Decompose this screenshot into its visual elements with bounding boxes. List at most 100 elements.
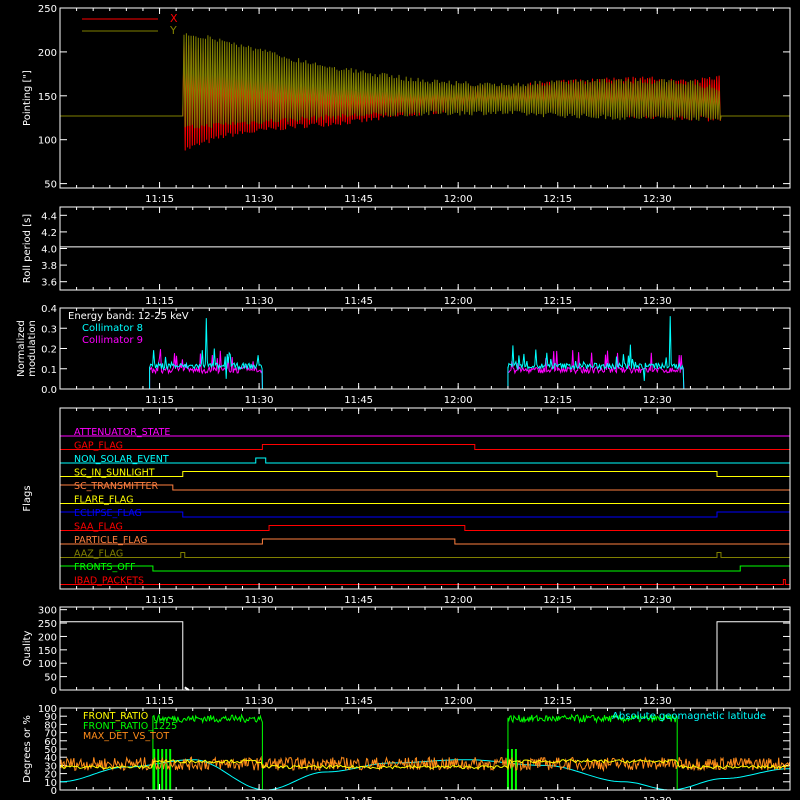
x-tick-label: 11:45: [344, 194, 373, 205]
flag-line-particle-flag: [60, 538, 790, 545]
x-tick-label: 12:15: [543, 796, 572, 800]
flag-line-saa-flag: [60, 525, 790, 531]
x-tick-label: 12:30: [643, 395, 672, 406]
x-tick-label: 12:00: [444, 296, 473, 307]
y-tick-label: 80: [44, 720, 57, 731]
flag-line-ibad-packets: [60, 579, 790, 585]
y-tick-label: 150: [38, 92, 57, 103]
legend-label: Collimator 9: [82, 335, 143, 346]
y-tick-label: 0.0: [41, 385, 57, 396]
x-tick-label: 12:15: [543, 296, 572, 307]
modulation-series-9: [60, 349, 790, 390]
y-tick-label: 100: [38, 659, 57, 670]
y-tick-label: 30: [44, 761, 57, 772]
flag-line-sc-transmitter: [60, 484, 790, 491]
x-tick-label: 12:30: [643, 696, 672, 707]
y-tick-label: 20: [44, 770, 57, 781]
x-tick-label: 11:15: [145, 796, 174, 800]
y-tick-label: 300: [38, 606, 57, 617]
legend-label: FRONT_RATIO: [83, 711, 148, 722]
x-tick-label: 11:45: [344, 595, 373, 606]
flag-label: AAZ_FLAG: [74, 549, 123, 560]
flag-label: IBAD_PACKETS: [74, 576, 144, 587]
flag-line-gap-flag: [60, 444, 790, 450]
legend-label: Absolute geomagnetic latitude: [612, 711, 766, 722]
flag-label: GAP_FLAG: [74, 441, 123, 452]
flag-label: SC_TRANSMITTER: [74, 481, 159, 492]
x-tick-label: 11:45: [344, 395, 373, 406]
y-tick-label: 60: [44, 737, 57, 748]
flag-label: ATTENUATOR_STATE: [74, 427, 170, 438]
y-tick-label: 0: [51, 686, 57, 697]
legend-label: MAX_DET_VS_TOT: [83, 731, 169, 742]
legend-label: X: [170, 12, 178, 25]
y-axis-label: Flags: [22, 485, 33, 511]
x-tick-label: 11:30: [245, 395, 274, 406]
y-axis-label: Quality: [22, 631, 33, 667]
y-tick-label: 70: [44, 729, 57, 740]
y-axis-label: Pointing ["]: [22, 70, 33, 126]
x-tick-label: 11:45: [344, 696, 373, 707]
y-tick-label: 0.4: [41, 304, 57, 315]
x-tick-label: 11:30: [245, 595, 274, 606]
flag-line-fronts-off: [60, 565, 790, 572]
y-tick-label: 200: [38, 632, 57, 643]
x-tick-label: 11:30: [245, 296, 274, 307]
x-tick-label: 11:15: [145, 395, 174, 406]
x-tick-label: 12:00: [444, 696, 473, 707]
flag-label: FRONTS_OFF: [74, 562, 136, 573]
y-tick-label: 50: [44, 180, 57, 191]
y-tick-label: 90: [44, 712, 57, 723]
y-tick-label: 200: [38, 48, 57, 59]
x-tick-label: 11:15: [145, 194, 174, 205]
y-tick-label: 10: [44, 778, 57, 789]
y-axis-label: Degrees or %: [22, 715, 33, 783]
x-tick-label: 12:15: [543, 696, 572, 707]
x-tick-label: 12:30: [643, 796, 672, 800]
y-tick-label: 0.2: [41, 345, 57, 356]
x-tick-label: 11:30: [245, 194, 274, 205]
quality-line: [60, 621, 790, 691]
y-tick-label: 3.8: [41, 261, 57, 272]
y-tick-label: 150: [38, 646, 57, 657]
x-tick-label: 11:45: [344, 796, 373, 800]
flag-label: SAA_FLAG: [74, 522, 123, 533]
x-tick-label: 12:30: [643, 595, 672, 606]
flag-line-aaz-flag: [60, 552, 790, 558]
x-tick-label: 11:15: [145, 296, 174, 307]
x-tick-label: 12:00: [444, 395, 473, 406]
flag-line-non-solar-event: [60, 457, 790, 464]
y-tick-label: 4.4: [41, 211, 57, 222]
x-tick-label: 11:30: [245, 696, 274, 707]
y-tick-label: 100: [38, 136, 57, 147]
x-tick-label: 12:15: [543, 194, 572, 205]
energy-band-annotation: Energy band: 12-25 keV: [68, 311, 189, 322]
legend-label: Y: [169, 24, 177, 37]
y-tick-label: 0: [51, 786, 57, 797]
flag-label: SC_IN_SUNLIGHT: [74, 468, 155, 479]
y-tick-label: 0.1: [41, 365, 57, 376]
y-tick-label: 4.2: [41, 228, 57, 239]
y-tick-label: 4.0: [41, 245, 57, 256]
modulation-series-8: [60, 316, 790, 390]
flag-line-sc-in-sunlight: [60, 471, 790, 477]
x-tick-label: 12:00: [444, 595, 473, 606]
series-line-y: [60, 33, 790, 129]
panel-frame-4: [59, 606, 791, 691]
y-tick-label: 250: [38, 619, 57, 630]
y-tick-label: 40: [44, 753, 57, 764]
y-tick-label: 50: [44, 745, 57, 756]
y-tick-label: 50: [44, 673, 57, 684]
x-tick-label: 11:15: [145, 696, 174, 707]
y-axis-label: Roll period [s]: [22, 214, 33, 283]
y-tick-label: 3.6: [41, 278, 57, 289]
y-tick-label: 0.3: [41, 324, 57, 335]
x-tick-label: 11:15: [145, 595, 174, 606]
x-tick-label: 11:45: [344, 296, 373, 307]
x-tick-label: 12:15: [543, 395, 572, 406]
flag-label: ECLIPSE_FLAG: [74, 508, 142, 519]
x-tick-label: 12:15: [543, 595, 572, 606]
x-tick-label: 12:00: [444, 194, 473, 205]
flag-label: FLARE_FLAG: [74, 495, 134, 506]
